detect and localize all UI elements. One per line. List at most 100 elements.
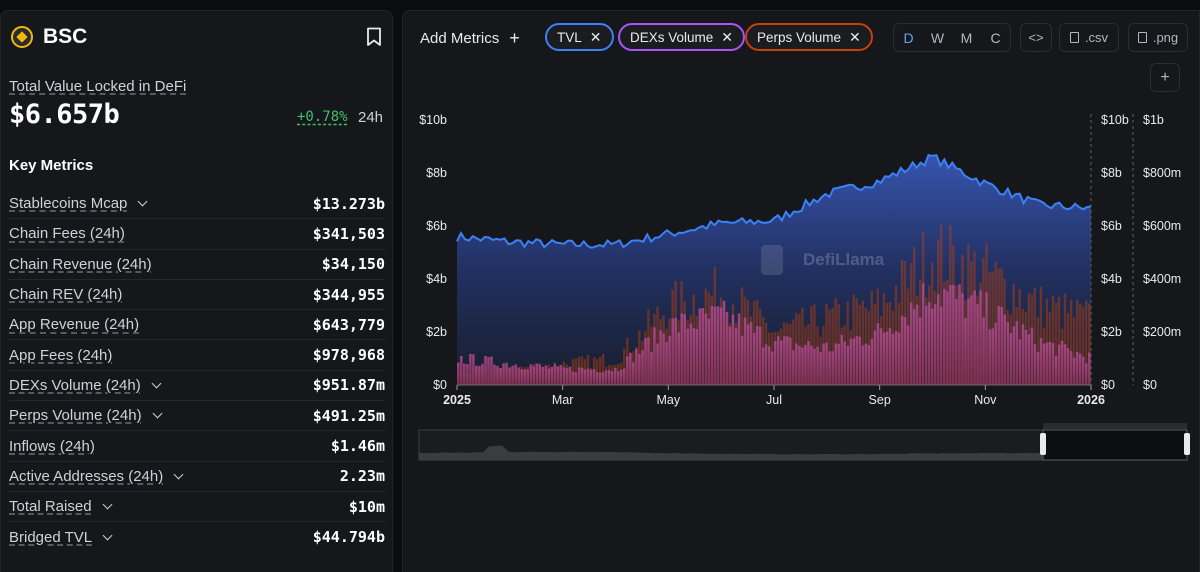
metric-value: $341,503 bbox=[312, 224, 385, 243]
dexs-bar bbox=[623, 368, 626, 385]
tvl-label[interactable]: Total Value Locked in DeFi bbox=[9, 78, 187, 95]
perps-bar bbox=[1051, 295, 1055, 385]
metric-row: Total Raised $10m bbox=[9, 492, 385, 523]
perps-bar bbox=[574, 358, 578, 385]
perps-bar bbox=[601, 353, 605, 385]
dexs-bar bbox=[698, 308, 702, 385]
dexs-bar bbox=[912, 309, 916, 385]
brush-drag-bar[interactable] bbox=[1043, 423, 1187, 429]
grouping-monthly[interactable]: M bbox=[960, 29, 973, 46]
dexs-bar bbox=[1060, 340, 1064, 385]
grouping-weekly[interactable]: W bbox=[930, 29, 945, 46]
embed-button[interactable]: <> bbox=[1020, 23, 1052, 52]
chevron-down-icon[interactable] bbox=[102, 499, 112, 510]
dexs-bar bbox=[475, 365, 478, 385]
file-icon bbox=[1137, 32, 1147, 43]
add-metrics-button[interactable]: Add Metrics + bbox=[420, 28, 520, 49]
add-chart-button[interactable]: + bbox=[1150, 63, 1180, 92]
dexs-bar bbox=[740, 335, 744, 385]
download-png-button[interactable]: .png bbox=[1128, 23, 1188, 52]
time-range-brush[interactable] bbox=[418, 423, 1190, 461]
dexs-bar bbox=[608, 370, 611, 385]
metric-value: 2.23m bbox=[339, 467, 385, 486]
dexs-bar bbox=[556, 366, 560, 385]
brush-selection[interactable] bbox=[1042, 429, 1188, 461]
dexs-bar bbox=[710, 306, 714, 385]
chevron-down-icon[interactable] bbox=[102, 530, 113, 541]
metric-label[interactable]: Inflows (24h) bbox=[9, 438, 95, 455]
perps-bar bbox=[988, 272, 991, 385]
x-tick-label: 2025 bbox=[443, 393, 471, 407]
grouping-selector: D W M C bbox=[893, 23, 1011, 52]
metric-row: Inflows (24h) $1.46m bbox=[9, 431, 385, 462]
dexs-bar bbox=[918, 317, 922, 385]
metric-label[interactable]: Total Raised bbox=[9, 498, 112, 515]
y-axis-right-1: $0 $2b $4b $6b $8b $10b bbox=[1090, 113, 1129, 392]
brush-handle-left[interactable] bbox=[1040, 433, 1046, 455]
dexs-bar bbox=[955, 299, 958, 385]
dexs-bar bbox=[952, 285, 955, 385]
chevron-down-icon[interactable] bbox=[151, 378, 162, 389]
chevron-down-icon[interactable] bbox=[152, 408, 163, 419]
dexs-bar bbox=[931, 308, 934, 385]
metric-label-text: Chain Fees (24h) bbox=[9, 225, 125, 243]
metric-pill-tvl[interactable]: TVL ✕ bbox=[545, 23, 614, 51]
metric-label[interactable]: Chain Fees (24h) bbox=[9, 225, 125, 242]
metric-label[interactable]: Bridged TVL bbox=[9, 529, 113, 546]
y-right2-tick-label: $400m bbox=[1143, 272, 1181, 286]
dexs-bar bbox=[638, 354, 641, 385]
bookmark-icon[interactable] bbox=[366, 27, 382, 47]
dexs-bar bbox=[523, 369, 526, 385]
dexs-bar bbox=[1024, 329, 1028, 385]
dexs-bar bbox=[771, 351, 774, 385]
metric-row: Chain Fees (24h) $341,503 bbox=[9, 219, 385, 250]
chevron-down-icon[interactable] bbox=[173, 469, 184, 480]
dexs-bar bbox=[982, 317, 985, 385]
metric-label-text: DEXs Volume (24h) bbox=[9, 376, 141, 394]
perps-bar bbox=[940, 224, 943, 385]
dexs-bar bbox=[855, 336, 859, 385]
brush-handle-right[interactable] bbox=[1184, 433, 1190, 455]
dexs-bar bbox=[925, 305, 928, 385]
chain-header: BSC bbox=[11, 25, 87, 49]
metric-label[interactable]: App Revenue (24h) bbox=[9, 316, 139, 333]
pill-label: Perps Volume bbox=[757, 29, 842, 45]
perps-bar bbox=[1075, 299, 1079, 385]
dexs-bar bbox=[825, 342, 828, 385]
dexs-bar bbox=[985, 292, 988, 385]
dexs-bar bbox=[644, 338, 647, 385]
y-left-tick-label: $6b bbox=[426, 219, 447, 233]
grouping-daily[interactable]: D bbox=[903, 29, 914, 46]
dexs-bar bbox=[604, 370, 608, 385]
close-icon[interactable]: ✕ bbox=[589, 28, 602, 45]
dexs-bar bbox=[481, 363, 484, 385]
metric-label[interactable]: Perps Volume (24h) bbox=[9, 407, 163, 424]
close-icon[interactable]: ✕ bbox=[849, 28, 861, 45]
metric-label[interactable]: Chain REV (24h) bbox=[9, 286, 122, 303]
close-icon[interactable]: ✕ bbox=[721, 28, 734, 45]
dexs-bar bbox=[780, 340, 783, 385]
dexs-bar bbox=[737, 313, 741, 385]
dexs-bar bbox=[891, 334, 895, 385]
dexs-bar bbox=[577, 367, 581, 385]
dexs-bar bbox=[873, 330, 877, 385]
metric-pill-perps-volume[interactable]: Perps Volume ✕ bbox=[745, 23, 873, 51]
metric-label[interactable]: App Fees (24h) bbox=[9, 347, 112, 364]
dexs-bar bbox=[520, 369, 523, 385]
y-right2-tick-label: $0 bbox=[1143, 378, 1157, 392]
dexs-bar bbox=[816, 346, 819, 385]
download-csv-button[interactable]: .csv bbox=[1059, 23, 1119, 52]
dexs-bar bbox=[544, 365, 548, 385]
chevron-down-icon[interactable] bbox=[137, 196, 148, 207]
dexs-bar bbox=[538, 364, 542, 385]
x-tick-label: May bbox=[657, 393, 681, 407]
metric-label[interactable]: Chain Revenue (24h) bbox=[9, 256, 152, 273]
metric-label[interactable]: Active Addresses (24h) bbox=[9, 468, 184, 485]
x-tick-label: Nov bbox=[974, 393, 997, 407]
metric-label[interactable]: DEXs Volume (24h) bbox=[9, 376, 162, 394]
y-left-tick-label: $0 bbox=[433, 378, 447, 392]
dexs-bar bbox=[792, 350, 795, 385]
metric-pill-dexs-volume[interactable]: DEXs Volume ✕ bbox=[618, 23, 746, 51]
grouping-cumulative[interactable]: C bbox=[990, 29, 1001, 46]
metric-label[interactable]: Stablecoins Mcap bbox=[9, 195, 148, 212]
